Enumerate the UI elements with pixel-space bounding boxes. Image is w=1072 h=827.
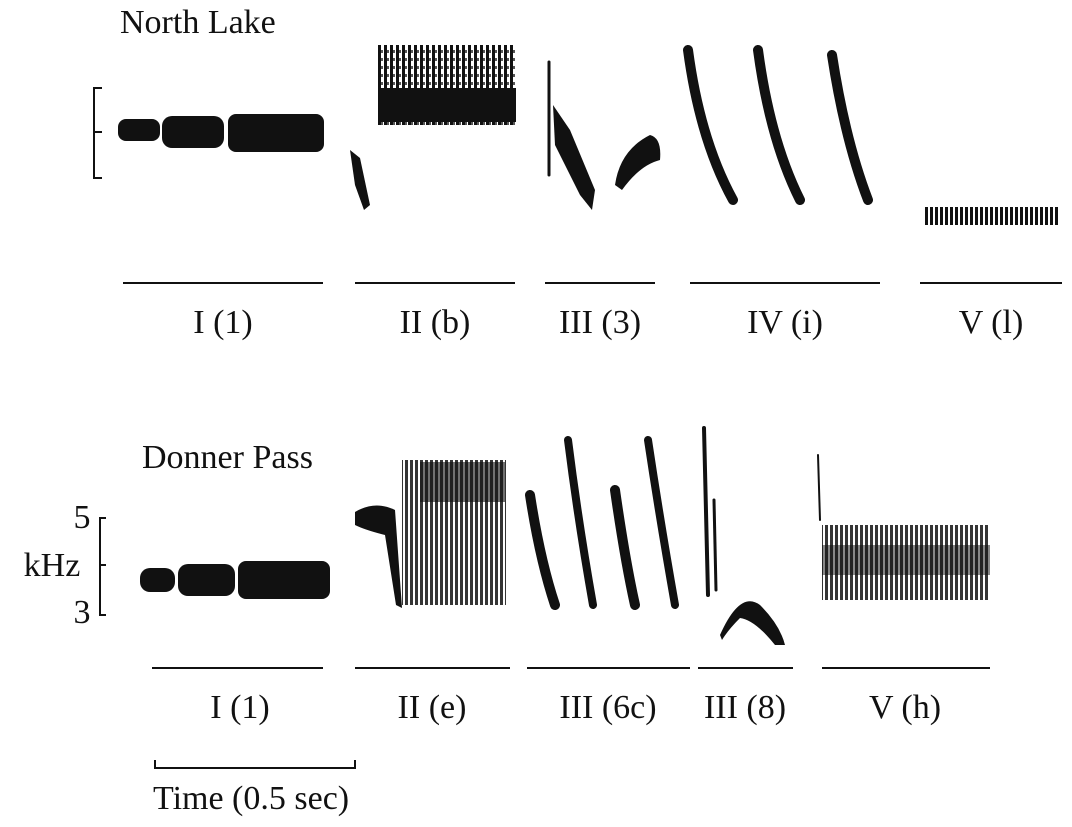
frequency-bracket [93, 87, 102, 179]
time-scale-bar [154, 760, 356, 769]
syllable-label: II (b) [400, 304, 471, 341]
syllable-label: V (h) [869, 689, 941, 726]
syllable-label: I (1) [210, 689, 269, 726]
syllable-label: V (l) [959, 304, 1024, 341]
panel-title: Donner Pass [142, 439, 313, 476]
syllable-label: III (8) [704, 689, 786, 726]
syllable-label: II (e) [398, 689, 467, 726]
time-scale-label: Time (0.5 sec) [153, 780, 349, 817]
syllable-label: I (1) [193, 304, 252, 341]
frequency-tick-label: 3 [74, 594, 91, 631]
spectrogram [118, 45, 1060, 225]
syllable-label: III (6c) [559, 689, 656, 726]
syllable-label: IV (i) [747, 304, 823, 341]
spectrogram [140, 426, 990, 645]
panel-title: North Lake [120, 4, 276, 41]
frequency-axis-label: kHz [24, 547, 81, 584]
frequency-bracket [99, 517, 106, 616]
syllable-label: III (3) [559, 304, 641, 341]
frequency-tick-label: 5 [74, 499, 91, 536]
